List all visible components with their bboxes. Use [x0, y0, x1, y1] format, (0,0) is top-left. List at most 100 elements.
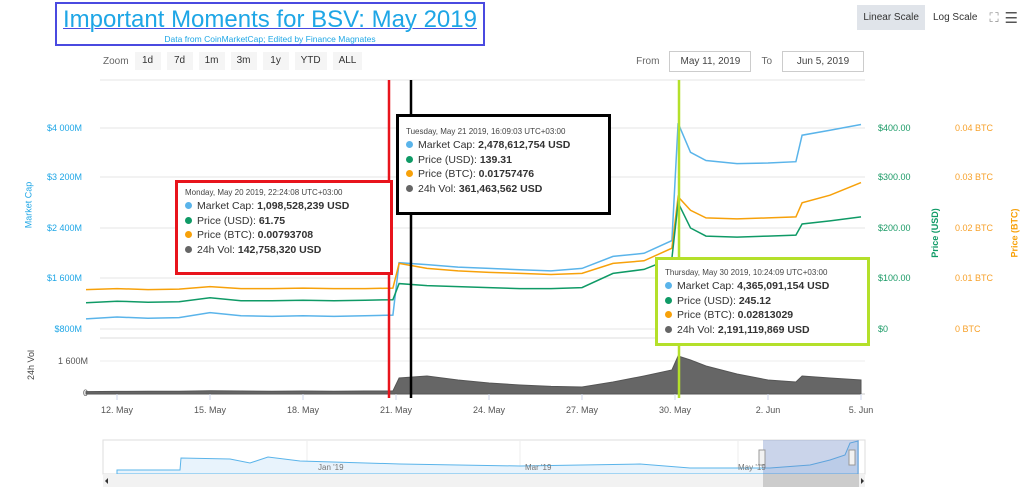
tooltip-row-price-btc: Price (BTC): 0.00793708 — [185, 228, 383, 243]
x-tick-label: 18. May — [286, 405, 319, 415]
row-value: 4,365,091,154 USD — [737, 280, 830, 292]
tooltip-may-21: Tuesday, May 21 2019, 16:09:03 UTC+03:00… — [396, 114, 611, 215]
navigator-handle-left[interactable] — [758, 449, 766, 466]
y-tick-btc: 0 BTC — [955, 324, 981, 334]
scrollbar-track[interactable] — [103, 474, 865, 487]
row-value: 61.75 — [258, 214, 286, 227]
tooltip-row-volume: 24h Vol: 142,758,320 USD — [185, 243, 383, 258]
tooltip-row-market-cap: Market Cap: 2,478,612,754 USD — [406, 138, 601, 153]
y-tick-btc: 0.03 BTC — [955, 172, 994, 182]
row-label: Market Cap: — [677, 280, 735, 292]
y-tick-left: $4 000M — [46, 123, 82, 133]
chart-title: Important Moments for BSV: May 2019 — [63, 6, 477, 33]
row-label: Price (BTC): — [677, 309, 735, 321]
price-btc-line — [85, 181, 862, 291]
tooltip-header: Tuesday, May 21 2019, 16:09:03 UTC+03:00 — [406, 127, 566, 136]
zoom-3m-button[interactable]: 3m — [230, 52, 257, 70]
y-tick-volume: 1 600M — [57, 356, 88, 366]
navigator-handle-right[interactable] — [848, 449, 856, 466]
x-tick-label: 15. May — [193, 405, 226, 415]
row-value: 142,758,320 USD — [237, 243, 322, 256]
y-tick-usd: $200.00 — [878, 223, 911, 233]
y-tick-volume: 0 — [82, 388, 88, 398]
scrollbar-thumb[interactable] — [763, 474, 859, 487]
y-tick-usd: $100.00 — [878, 273, 911, 283]
row-value: 2,478,612,754 USD — [478, 139, 571, 151]
row-value: 2,191,119,869 USD — [717, 323, 810, 336]
price-btc-dot-icon — [406, 170, 413, 177]
y-tick-left: $1 600M — [46, 273, 82, 283]
y-tick-btc: 0.01 BTC — [955, 273, 994, 283]
y-tick-left: $800M — [54, 324, 82, 334]
y-tick-usd: $0 — [878, 324, 889, 334]
zoom-1d-button[interactable]: 1d — [134, 52, 161, 70]
market-cap-line — [85, 122, 862, 320]
volume-dot-icon — [665, 325, 672, 333]
row-label: Price (BTC): — [418, 168, 476, 180]
navigator-selection — [763, 440, 859, 474]
market-cap-dot-icon — [665, 282, 672, 289]
y-tick-btc: 0.02 BTC — [955, 223, 994, 233]
zoom-1m-button[interactable]: 1m — [198, 52, 225, 70]
zoom-label: Zoom — [103, 55, 129, 67]
tooltip-row-price-btc: Price (BTC): 0.02813029 — [665, 308, 860, 323]
tooltip-row-volume: 24h Vol: 361,463,562 USD — [406, 182, 601, 197]
price-usd-dot-icon — [185, 216, 192, 224]
price-btc-dot-icon — [665, 311, 672, 318]
zoom-toolbar: Zoom 1d 7d 1m 3m 1y YTD ALL — [103, 52, 363, 70]
y-tick-btc: 0.04 BTC — [955, 123, 994, 133]
row-label: Price (USD): — [677, 294, 736, 307]
to-date-input[interactable]: Jun 5, 2019 — [782, 51, 864, 72]
tooltip-may-20: Monday, May 20 2019, 22:24:08 UTC+03:00 … — [175, 180, 393, 275]
log-scale-button[interactable]: Log Scale — [932, 12, 978, 23]
date-range: From May 11, 2019 To Jun 5, 2019 — [636, 51, 864, 72]
row-label: Price (USD): — [197, 214, 256, 227]
price-usd-dot-icon — [406, 155, 413, 163]
zoom-all-button[interactable]: ALL — [332, 52, 363, 70]
row-value: 361,463,562 USD — [458, 182, 543, 195]
volume-dot-icon — [406, 184, 413, 192]
y-tick-usd: $300.00 — [878, 172, 911, 182]
row-label: Price (USD): — [418, 153, 477, 166]
scroll-left-arrow-icon[interactable] — [105, 478, 108, 484]
title-box: Important Moments for BSV: May 2019 Data… — [55, 2, 485, 46]
tooltip-row-market-cap: Market Cap: 4,365,091,154 USD — [665, 279, 860, 294]
tooltip-row-price-usd: Price (USD): 61.75 — [185, 214, 383, 229]
row-value: 0.01757476 — [478, 168, 535, 180]
row-label: 24h Vol: — [677, 323, 715, 336]
volume-area — [85, 355, 862, 395]
x-tick-label: 2. Jun — [755, 405, 781, 415]
x-tick-label: 21. May — [379, 405, 412, 415]
row-label: Market Cap: — [418, 139, 476, 151]
tooltip-row-price-btc: Price (BTC): 0.01757476 — [406, 167, 601, 182]
tooltip-may-30: Thursday, May 30 2019, 10:24:09 UTC+03:0… — [655, 257, 870, 346]
row-value: 1,098,528,239 USD — [257, 200, 350, 212]
navigator-series — [116, 440, 859, 475]
market-cap-dot-icon — [406, 141, 413, 148]
row-value: 245.12 — [738, 294, 771, 307]
navigator-tick: Mar '19 — [525, 463, 552, 472]
navigator-tick: Jan '19 — [318, 463, 344, 472]
tooltip-row-price-usd: Price (USD): 139.31 — [406, 153, 601, 168]
menu-icon[interactable]: ☰ — [1004, 9, 1018, 27]
x-tick-label: 5. Jun — [848, 405, 874, 415]
price-btc-dot-icon — [185, 231, 192, 238]
zoom-7d-button[interactable]: 7d — [166, 52, 193, 70]
row-value: 0.02813029 — [737, 309, 794, 321]
x-tick-label: 27. May — [565, 405, 598, 415]
y-tick-left: $3 200M — [46, 172, 82, 182]
x-tick-label: 12. May — [100, 405, 133, 415]
from-date-input[interactable]: May 11, 2019 — [669, 51, 752, 72]
zoom-ytd-button[interactable]: YTD — [294, 52, 327, 70]
zoom-1y-button[interactable]: 1y — [262, 52, 289, 70]
row-label: 24h Vol: — [197, 243, 235, 256]
scale-toolbar: Linear Scale Log Scale ⛶ ☰ — [857, 5, 1018, 30]
x-tick-label: 30. May — [658, 405, 691, 415]
linear-scale-button[interactable]: Linear Scale — [857, 5, 925, 30]
tooltip-row-volume: 24h Vol: 2,191,119,869 USD — [665, 323, 860, 338]
scroll-right-arrow-icon[interactable] — [861, 478, 864, 484]
fullscreen-icon[interactable]: ⛶ — [989, 9, 999, 25]
tooltip-header: Monday, May 20 2019, 22:24:08 UTC+03:00 — [185, 188, 343, 197]
tooltip-row-market-cap: Market Cap: 1,098,528,239 USD — [185, 199, 383, 214]
